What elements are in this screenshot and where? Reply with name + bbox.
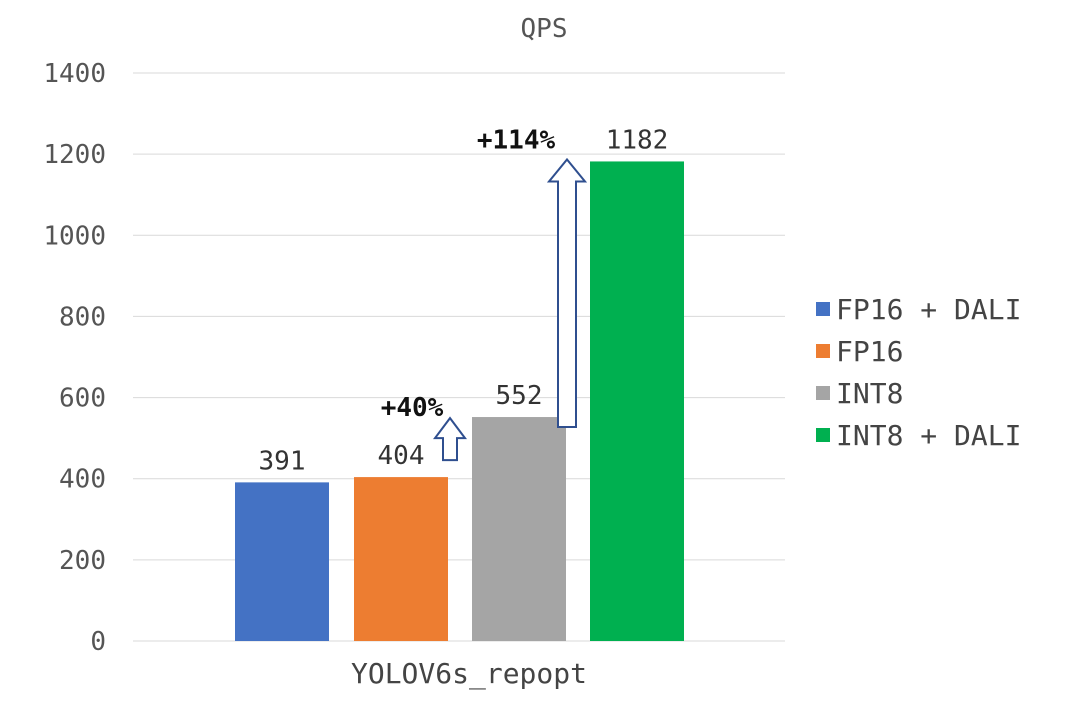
y-tick-label: 600 — [59, 384, 106, 414]
y-tick-label: 400 — [59, 465, 106, 495]
data-labels: 391 404 552 1182 — [259, 125, 669, 476]
legend-label: INT8 — [836, 377, 903, 410]
growth-arrows: +40% +114% — [381, 125, 588, 462]
growth-arrow-114 — [546, 157, 588, 429]
legend: FP16 + DALI FP16 INT8 INT8 + DALI — [816, 293, 1021, 452]
bar-fp16-dali — [235, 482, 329, 641]
data-label: 391 — [259, 446, 306, 476]
data-label: 552 — [496, 381, 543, 411]
y-tick-label: 1400 — [43, 59, 106, 89]
annotation-label: +40% — [381, 393, 444, 423]
legend-label: FP16 — [836, 335, 903, 368]
gridlines — [133, 72, 785, 642]
legend-label: INT8 + DALI — [836, 419, 1021, 452]
legend-swatch — [816, 344, 830, 358]
legend-swatch — [816, 302, 830, 316]
bar-fp16 — [354, 477, 448, 641]
y-tick-label: 0 — [90, 627, 106, 657]
legend-swatch — [816, 428, 830, 442]
legend-swatch — [816, 386, 830, 400]
x-category-label: YOLOV6s_repopt — [351, 657, 587, 691]
chart-title: QPS — [521, 14, 568, 44]
y-tick-label: 200 — [59, 546, 106, 576]
data-label: 404 — [378, 441, 425, 471]
bar-int8 — [472, 417, 566, 641]
y-axis-ticks: 0 200 400 600 800 1000 1200 1400 — [43, 59, 106, 657]
legend-label: FP16 + DALI — [836, 293, 1021, 326]
data-label: 1182 — [606, 125, 669, 155]
growth-arrow-40 — [433, 416, 467, 462]
y-tick-label: 1000 — [43, 221, 106, 251]
y-tick-label: 800 — [59, 302, 106, 332]
bar-int8-dali — [590, 161, 684, 641]
bars — [235, 161, 684, 641]
y-tick-label: 1200 — [43, 140, 106, 170]
annotation-label: +114% — [477, 125, 556, 155]
